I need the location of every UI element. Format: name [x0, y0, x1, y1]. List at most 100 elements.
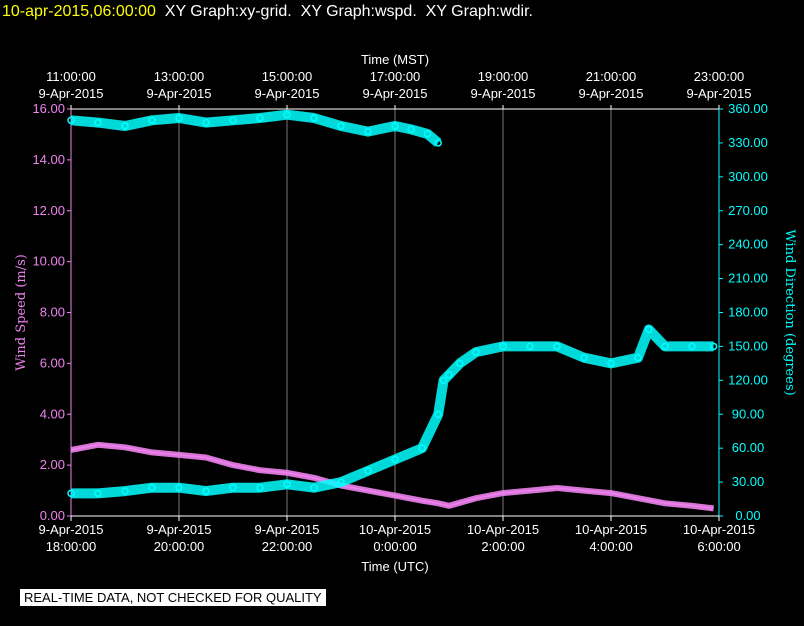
bottom-tick-date: 9-Apr-2015	[146, 522, 211, 537]
point-wdir	[148, 483, 156, 492]
bottom-tick-time: 0:00:00	[373, 539, 416, 554]
header-graph-grid: XY Graph:xy-grid.	[164, 3, 292, 20]
point-wdir	[67, 489, 75, 498]
point-wdir-high	[121, 122, 129, 130]
point-wdir	[337, 478, 345, 486]
point-wdir-high	[256, 114, 264, 122]
left-tick-label: 14.00	[32, 152, 65, 167]
right-tick-label: 360.00	[728, 101, 768, 116]
bottom-tick-time: 4:00:00	[589, 539, 632, 554]
point-wdir-high	[148, 116, 156, 125]
point-wdir	[283, 480, 291, 489]
top-tick-time: 23:00:00	[694, 69, 745, 84]
point-wdir	[94, 489, 102, 498]
point-wdir	[175, 483, 183, 492]
left-tick-label: 16.00	[32, 101, 65, 116]
top-tick-time: 17:00:00	[370, 69, 421, 84]
point-wdir	[310, 483, 318, 492]
point-wdir	[256, 483, 264, 492]
right-tick-label: 60.00	[732, 440, 765, 455]
right-tick-label: 240.00	[728, 237, 768, 252]
top-tick-date: 9-Apr-2015	[686, 86, 751, 101]
top-tick-time: 15:00:00	[262, 69, 313, 84]
series-wdir-band	[71, 324, 714, 499]
top-tick-date: 9-Apr-2015	[578, 86, 643, 101]
point-wdir-high	[283, 110, 291, 119]
point-wdir	[202, 487, 210, 495]
right-tick-label: 180.00	[728, 305, 768, 320]
point-wdir-high	[364, 127, 372, 136]
point-wdir	[709, 342, 718, 351]
point-wdir	[580, 353, 588, 362]
top-tick-time: 19:00:00	[478, 69, 529, 84]
left-tick-label: 10.00	[32, 254, 65, 269]
right-tick-label: 150.00	[728, 338, 768, 353]
right-tick-label: 0.00	[735, 508, 760, 523]
top-axis-label: Time (MST)	[361, 52, 429, 67]
point-wdir	[645, 325, 653, 334]
point-wdir-high	[423, 130, 432, 138]
bottom-tick-time: 2:00:00	[481, 539, 524, 554]
point-wdir	[688, 342, 696, 351]
point-wdir	[229, 483, 237, 492]
top-tick-time: 21:00:00	[586, 69, 637, 84]
right-tick-label: 210.00	[728, 271, 768, 286]
header-graph-wspd: XY Graph:wspd.	[300, 3, 417, 20]
point-wdir	[499, 342, 507, 351]
point-wdir	[121, 487, 129, 495]
point-wdir	[445, 370, 453, 379]
point-wdir	[391, 455, 399, 464]
bottom-tick-date: 9-Apr-2015	[38, 522, 103, 537]
left-tick-label: 12.00	[32, 203, 65, 218]
left-tick-label: 6.00	[40, 355, 65, 370]
bottom-tick-date: 10-Apr-2015	[359, 522, 431, 537]
point-wdir	[526, 342, 534, 351]
top-tick-date: 9-Apr-2015	[362, 86, 427, 101]
right-tick-label: 30.00	[732, 474, 765, 489]
right-tick-label: 270.00	[728, 203, 768, 218]
bottom-tick-date: 9-Apr-2015	[254, 522, 319, 537]
right-tick-label: 330.00	[728, 135, 768, 150]
point-wdir	[439, 376, 448, 385]
bottom-tick-time: 22:00:00	[262, 539, 313, 554]
left-tick-label: 2.00	[40, 457, 65, 472]
top-tick-date: 9-Apr-2015	[146, 86, 211, 101]
right-tick-label: 300.00	[728, 169, 768, 184]
header-graph-wdir: XY Graph:wdir.	[425, 3, 533, 20]
top-tick-time: 11:00:00	[46, 69, 96, 84]
point-wdir	[472, 348, 480, 356]
bottom-tick-date: 10-Apr-2015	[575, 522, 647, 537]
right-tick-label: 120.00	[728, 372, 768, 387]
y-axis-label-right: Wind Direction (degrees)	[782, 229, 797, 395]
point-wdir-high	[310, 114, 318, 122]
point-wdir-high	[407, 125, 415, 134]
top-tick-time: 13:00:00	[154, 69, 205, 84]
bottom-tick-time: 20:00:00	[154, 539, 205, 554]
point-wdir-high	[202, 118, 210, 127]
top-tick-date: 9-Apr-2015	[254, 86, 319, 101]
left-tick-label: 8.00	[40, 305, 65, 320]
graph-header: 10-apr-2015,06:00:00 XY Graph:xy-grid. X…	[2, 3, 533, 21]
bottom-tick-date: 10-Apr-2015	[683, 522, 755, 537]
series-wdir-high-band	[70, 109, 442, 147]
point-wdir	[553, 342, 561, 351]
x-axis-label: Time (UTC)	[361, 559, 428, 574]
point-wdir	[607, 359, 615, 368]
point-wdir	[456, 359, 464, 368]
bottom-tick-date: 10-Apr-2015	[467, 522, 539, 537]
point-wdir-high	[175, 114, 183, 122]
left-tick-label: 0.00	[40, 508, 65, 523]
point-wdir	[634, 353, 642, 362]
header-timestamp: 10-apr-2015,06:00:00	[2, 3, 156, 20]
point-wdir	[418, 444, 426, 452]
top-tick-date: 9-Apr-2015	[38, 86, 103, 101]
point-wdir-high	[434, 139, 442, 147]
point-wdir-high	[67, 116, 75, 125]
point-wdir-high	[229, 116, 237, 125]
y-axis-label-left: Wind Speed (m/s)	[14, 254, 29, 371]
left-tick-label: 4.00	[40, 406, 65, 421]
series-wspd	[70, 444, 714, 510]
point-wdir-high	[391, 122, 399, 130]
point-wdir	[364, 467, 372, 475]
